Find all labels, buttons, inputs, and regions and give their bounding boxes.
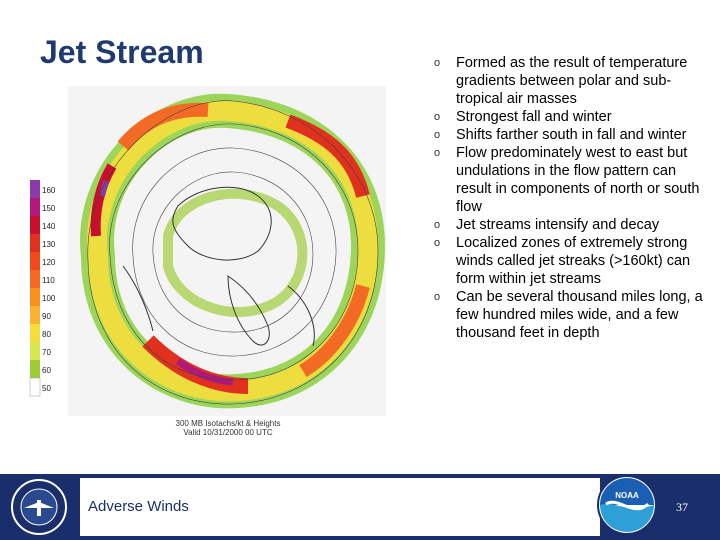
legend-swatch (30, 198, 40, 216)
legend-label: 130 (42, 240, 56, 249)
bullet-text: Can be several thousand miles long, a fe… (456, 289, 703, 341)
bullet-marker: o (434, 57, 441, 69)
bullet-marker: o (434, 219, 441, 231)
legend-swatch (30, 216, 40, 234)
bullet-text: Localized zones of extremely strong wind… (456, 235, 691, 287)
legend-swatch (30, 234, 40, 252)
bullet-list: o Formed as the result of temperature gra… (430, 54, 710, 342)
legend-swatch (30, 270, 40, 288)
bullet-text: Formed as the result of temperature grad… (456, 55, 688, 107)
legend-label: 90 (42, 312, 51, 321)
bullet-item: o Can be several thousand miles long, a f… (430, 288, 710, 342)
bullet-marker: o (434, 237, 441, 249)
legend-label: 140 (42, 222, 56, 231)
legend-label: 50 (42, 384, 51, 393)
slide-title: Jet Stream (40, 34, 204, 70)
legend-label: 160 (42, 186, 56, 195)
faa-seal-icon (11, 479, 67, 535)
bullet-item: o Jet streams intensify and decay (430, 216, 710, 234)
bullet-item: o Flow predominately west to east but und… (430, 144, 710, 216)
legend-label: 150 (42, 204, 56, 213)
legend-swatch (30, 324, 40, 342)
legend-swatch (30, 180, 40, 198)
legend-swatch (29, 377, 41, 397)
legend-label: 120 (42, 258, 56, 267)
bullet-text: Flow predominately west to east but undu… (456, 145, 700, 215)
legend-label: 100 (42, 294, 56, 303)
bullet-text: Shifts farther south in fall and winter (456, 127, 687, 143)
bullet-item: o Strongest fall and winter (430, 108, 710, 126)
bullet-item: o Localized zones of extremely strong win… (430, 234, 710, 288)
legend-swatch (30, 288, 40, 306)
map-caption-line1: 300 MB Isotachs/kt & Heights (176, 419, 281, 428)
footer-label: Adverse Winds (88, 498, 189, 515)
bullet-marker: o (434, 147, 441, 159)
wind-speed-legend: 160 150 140 130 120 110 100 90 80 70 60 … (29, 180, 56, 397)
bullet-marker: o (434, 291, 441, 303)
legend-label: 80 (42, 330, 51, 339)
footer-panel (80, 478, 600, 536)
legend-swatch (30, 306, 40, 324)
map-area (68, 86, 386, 416)
legend-label: 70 (42, 348, 51, 357)
noaa-logo-icon: NOAA (597, 475, 657, 535)
legend-label: 60 (42, 366, 51, 375)
map-caption-line2: Valid 10/31/2000 00 UTC (183, 428, 272, 437)
bullet-text: Strongest fall and winter (456, 109, 612, 125)
bullet-item: o Shifts farther south in fall and winter (430, 126, 710, 144)
bullet-text: Jet streams intensify and decay (456, 217, 660, 233)
jet-stream-map: 160 150 140 130 120 110 100 90 80 70 60 … (28, 86, 386, 438)
page-number: 37 (676, 500, 688, 514)
legend-label: 110 (42, 276, 55, 285)
noaa-logo-text: NOAA (615, 491, 639, 500)
legend-swatch (30, 342, 40, 360)
bullet-marker: o (434, 129, 441, 141)
bullet-item: o Formed as the result of temperature gra… (430, 54, 710, 108)
bullet-marker: o (434, 111, 441, 123)
legend-swatch (30, 252, 40, 270)
legend-swatch (30, 360, 40, 378)
